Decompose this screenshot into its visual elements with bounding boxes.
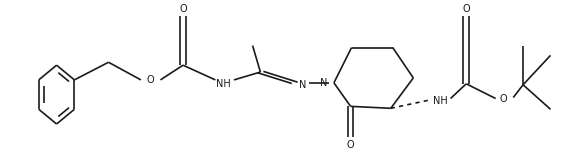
Text: O: O [463, 4, 470, 14]
Text: O: O [500, 94, 507, 104]
Text: NH: NH [433, 96, 448, 106]
Text: O: O [179, 4, 187, 14]
Text: NH: NH [216, 79, 230, 89]
Text: N: N [299, 80, 306, 90]
Text: N: N [320, 78, 328, 88]
Text: O: O [347, 140, 355, 149]
Text: O: O [147, 75, 155, 85]
